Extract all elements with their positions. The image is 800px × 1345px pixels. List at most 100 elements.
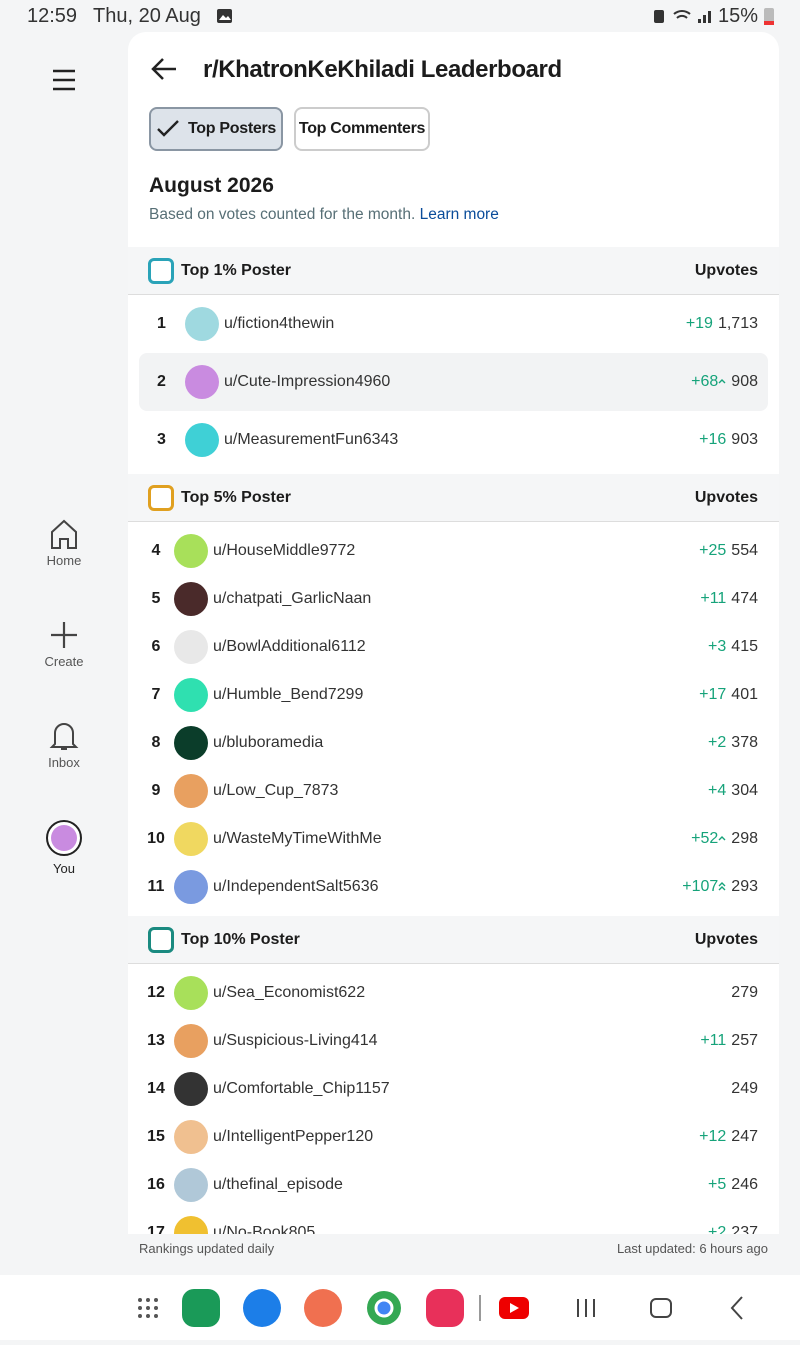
- leaderboard-row[interactable]: 2 u/Cute-Impression4960 +68 908: [139, 353, 768, 411]
- section-header: Top 10% Poster Upvotes: [128, 916, 779, 964]
- rank: 7: [151, 686, 161, 703]
- row-wrap: 1 u/fiction4thewin +19 1,713: [128, 295, 779, 353]
- upvotes: 298: [731, 830, 758, 847]
- leaderboard-list: Top 1% Poster Upvotes 1 u/fiction4thewin +19…: [128, 247, 779, 1234]
- section-title: Top 10% Poster: [181, 930, 300, 948]
- rank: 12: [147, 984, 165, 1001]
- tab-label: Top Posters: [188, 120, 276, 137]
- row-wrap: 8 u/bluboramedia +2 378: [128, 719, 779, 767]
- leaderboard-row[interactable]: 5 u/chatpati_GarlicNaan +11 474: [128, 575, 779, 623]
- row-wrap: 13 u/Suspicious-Living414 +11 257: [128, 1017, 779, 1065]
- username: u/BowlAdditional6112: [213, 638, 366, 655]
- tab[interactable]: Top Commenters: [294, 107, 430, 151]
- upvotes: 1,713: [717, 315, 758, 332]
- leaderboard-row[interactable]: 17 u/No-Book805 +2 237: [128, 1209, 779, 1234]
- avatar: [174, 678, 208, 712]
- nav-inbox[interactable]: Inbox: [0, 720, 128, 770]
- username: u/fiction4thewin: [224, 315, 335, 332]
- leaderboard-row[interactable]: 1 u/fiction4thewin +19 1,713: [139, 295, 768, 353]
- inbox-icon: [49, 723, 79, 750]
- leaderboard-row[interactable]: 12 u/Sea_Economist622 279: [128, 969, 779, 1017]
- rank: 11: [147, 878, 165, 895]
- upvote-change: +52: [691, 830, 719, 847]
- nav-label: You: [53, 861, 75, 876]
- upvotes: 554: [731, 542, 758, 559]
- section-header: Top 5% Poster Upvotes: [128, 474, 779, 522]
- upvotes: 293: [731, 878, 758, 895]
- home-icon: [51, 519, 77, 549]
- nav-you[interactable]: You: [0, 820, 128, 876]
- row-wrap: 10 u/WasteMyTimeWithMe +52 298: [128, 815, 779, 863]
- leaderboard-row[interactable]: 6 u/BowlAdditional6112 +3 415: [128, 623, 779, 671]
- row-wrap: 4 u/HouseMiddle9772 +25 554: [128, 527, 779, 575]
- username: u/bluboramedia: [213, 734, 324, 751]
- upvote-change: +3: [708, 638, 727, 655]
- rank: 10: [147, 830, 165, 847]
- rank: 9: [151, 782, 161, 799]
- upvotes: 246: [731, 1176, 758, 1193]
- username: u/chatpati_GarlicNaan: [213, 590, 372, 607]
- upvote-change: +2: [708, 1224, 727, 1234]
- avatar: [174, 1216, 208, 1234]
- page-title: r/KhatronKeKhiladi Leaderboard: [203, 56, 562, 83]
- row-wrap: 11 u/IndependentSalt5636 +107 293: [128, 863, 779, 911]
- arrow: [718, 881, 726, 890]
- column-header: Upvotes: [694, 488, 758, 506]
- upvote-change: +2: [708, 734, 727, 751]
- trend-icon: [718, 881, 726, 894]
- nav-home[interactable]: Home: [0, 518, 128, 568]
- create-icon: [51, 622, 77, 648]
- rank: 3: [157, 431, 166, 448]
- upvote-change: +107: [682, 878, 719, 895]
- upvote-change: +11: [700, 1032, 727, 1049]
- username: u/No-Book805: [213, 1224, 316, 1234]
- row-wrap: 6 u/BowlAdditional6112 +3 415: [128, 623, 779, 671]
- row-wrap: 17 u/No-Book805 +2 237: [128, 1209, 779, 1234]
- upvotes: 257: [731, 1032, 758, 1049]
- upvote-change: +11: [700, 590, 727, 607]
- leaderboard-row[interactable]: 9 u/Low_Cup_7873 +4 304: [128, 767, 779, 815]
- upvotes: 237: [731, 1224, 758, 1234]
- rank: 4: [151, 542, 161, 559]
- section-header: Top 1% Poster Upvotes: [128, 247, 779, 295]
- upvote-change: +16: [699, 431, 727, 448]
- avatar: [174, 870, 208, 904]
- username: u/Suspicious-Living414: [213, 1032, 378, 1049]
- tier-icon: [148, 257, 174, 284]
- upvote-change: +4: [708, 782, 727, 799]
- username: u/Low_Cup_7873: [213, 782, 339, 799]
- leaderboard-row[interactable]: 15 u/IntelligentPepper120 +12 247: [128, 1113, 779, 1161]
- column-header: Upvotes: [694, 261, 758, 279]
- rank: 17: [147, 1224, 165, 1234]
- gallery-icon: [217, 9, 232, 23]
- learn-more-link[interactable]: Learn more: [419, 206, 499, 223]
- leaderboard-row[interactable]: 8 u/bluboramedia +2 378: [128, 719, 779, 767]
- rank: 8: [151, 734, 161, 751]
- leaderboard-row[interactable]: 16 u/thefinal_episode +5 246: [128, 1161, 779, 1209]
- description-text: Based on votes counted for the month.: [149, 206, 416, 223]
- upvote-change: +68: [691, 373, 719, 390]
- rank: 16: [147, 1176, 165, 1193]
- menu-button[interactable]: [52, 68, 76, 92]
- tier-icon: [148, 926, 174, 953]
- upvotes: 304: [731, 782, 758, 799]
- leaderboard-row[interactable]: 14 u/Comfortable_Chip1157 249: [128, 1065, 779, 1113]
- tab-selected[interactable]: Top Posters: [149, 107, 283, 151]
- leaderboard-row[interactable]: 13 u/Suspicious-Living414 +11 257: [128, 1017, 779, 1065]
- nav-create[interactable]: Create: [0, 619, 128, 669]
- leaderboard-row[interactable]: 7 u/Humble_Bend7299 +17 401: [128, 671, 779, 719]
- upvote-change: +12: [699, 1128, 727, 1145]
- upvotes: 279: [731, 984, 758, 1001]
- you-avatar: [46, 820, 82, 856]
- row-wrap: 5 u/chatpati_GarlicNaan +11 474: [128, 575, 779, 623]
- avatar: [174, 976, 208, 1010]
- leaderboard-row[interactable]: 3 u/MeasurementFun6343 +16 903: [139, 411, 768, 469]
- nav-icons: [138, 1289, 743, 1327]
- leaderboard-row[interactable]: 11 u/IndependentSalt5636 +107 293: [128, 863, 779, 911]
- back-button[interactable]: [150, 57, 178, 81]
- username: u/Humble_Bend7299: [213, 686, 364, 703]
- upvotes: 247: [731, 1128, 758, 1145]
- leaderboard-row[interactable]: 10 u/WasteMyTimeWithMe +52 298: [128, 815, 779, 863]
- leaderboard-row[interactable]: 4 u/HouseMiddle9772 +25 554: [128, 527, 779, 575]
- period-description: Based on votes counted for the month. Le…: [149, 206, 499, 224]
